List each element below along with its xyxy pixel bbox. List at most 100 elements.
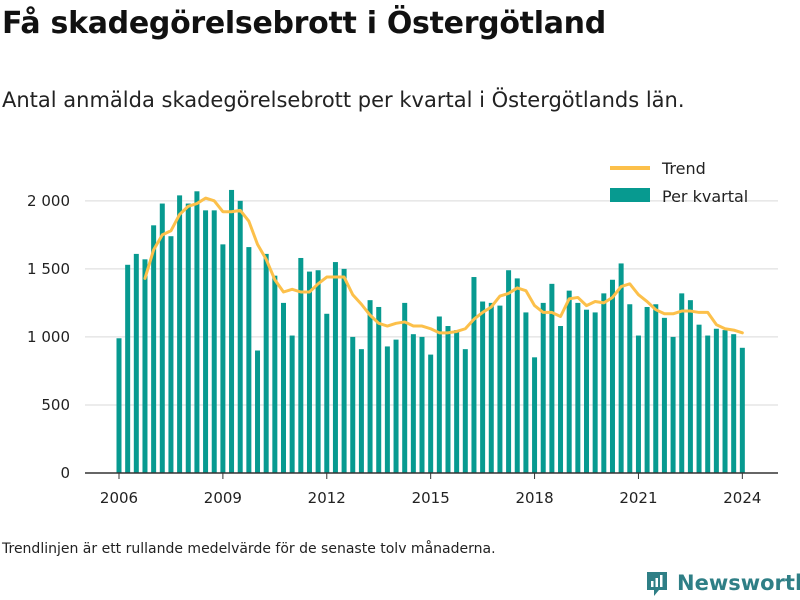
bar [592, 312, 598, 473]
bar [237, 200, 243, 473]
bar [350, 336, 356, 473]
bar [324, 313, 330, 473]
bar [229, 189, 235, 473]
bar [280, 302, 286, 473]
bar [185, 203, 191, 474]
bar [644, 306, 650, 473]
bar [298, 257, 304, 473]
bar [653, 304, 659, 473]
bar [661, 317, 667, 473]
bar [618, 263, 624, 473]
bar [133, 253, 139, 473]
bar [679, 293, 685, 473]
bar [384, 346, 390, 473]
bar-series [116, 189, 745, 474]
bar [558, 326, 564, 473]
bar [670, 336, 676, 473]
bar [306, 271, 312, 473]
bar [246, 247, 252, 473]
bar [514, 278, 520, 473]
bar [722, 330, 728, 473]
bar [177, 195, 183, 473]
bar [376, 306, 382, 473]
newsworthy-logo-icon [647, 572, 667, 596]
x-tick-label: 2024 [723, 489, 761, 507]
legend-bar-label: Per kvartal [662, 187, 748, 206]
bar [705, 335, 711, 473]
bar [367, 300, 373, 473]
bar [454, 330, 460, 473]
bar [159, 203, 165, 474]
footnote: Trendlinjen är ett rullande medelvärde f… [2, 541, 496, 557]
bar [428, 354, 434, 473]
y-tick-label: 2 000 [27, 192, 70, 210]
bar [540, 302, 546, 473]
bar [601, 293, 607, 473]
bar [696, 324, 702, 473]
bar [168, 236, 174, 473]
bar [471, 277, 477, 473]
bar [445, 326, 451, 473]
bar [488, 302, 494, 473]
bar [549, 283, 555, 473]
y-axis-ticks: 0 500 1 000 1 500 2 000 [27, 192, 70, 482]
legend-bar-swatch [610, 188, 650, 202]
newsworthy-logo[interactable]: Newsworthy [645, 569, 800, 597]
y-tick-label: 500 [41, 396, 70, 414]
bar [315, 270, 321, 473]
bar [584, 309, 590, 473]
bar [263, 253, 269, 473]
chart-subtitle: Antal anmälda skadegörelsebrott per kvar… [2, 88, 685, 112]
bar [393, 339, 399, 473]
bar [125, 264, 131, 473]
bar [609, 279, 615, 473]
x-axis-ticks: 2006 2009 2012 2015 2018 2021 2024 [100, 473, 761, 507]
y-tick-label: 0 [60, 464, 70, 482]
bar [203, 210, 209, 473]
x-tick-label: 2009 [204, 489, 242, 507]
bar [151, 225, 157, 473]
bar [436, 316, 442, 473]
bar [566, 290, 572, 473]
bar [627, 304, 633, 473]
bar [341, 268, 347, 473]
bar [462, 349, 468, 473]
y-tick-label: 1 000 [27, 328, 70, 346]
bar [713, 328, 719, 473]
x-tick-label: 2006 [100, 489, 138, 507]
x-tick-label: 2018 [515, 489, 553, 507]
brand-name: Newsworthy [677, 571, 800, 595]
bar [402, 302, 408, 473]
bar [497, 305, 503, 473]
bar [575, 302, 581, 473]
bar [116, 338, 122, 473]
bar [289, 335, 295, 473]
bar [523, 312, 529, 473]
bar [194, 191, 200, 474]
y-tick-label: 1 500 [27, 260, 70, 278]
bar [731, 334, 737, 473]
legend-trend-label: Trend [661, 159, 706, 178]
bar [532, 357, 538, 473]
trend-line [143, 196, 744, 335]
chart-svg: 0 500 1 000 1 500 2 000 2006 2009 2012 2015 2018… [27, 159, 778, 507]
legend: Trend Per kvartal [610, 159, 748, 206]
bar [410, 334, 416, 473]
bar [211, 210, 217, 473]
bar [506, 270, 512, 473]
bar [220, 244, 226, 473]
chart-title: Få skadegörelsebrott i Östergötland [2, 6, 606, 41]
bar [142, 259, 148, 473]
x-tick-label: 2012 [308, 489, 346, 507]
bar [687, 300, 693, 473]
bar [332, 262, 338, 473]
x-tick-label: 2021 [619, 489, 657, 507]
bar [272, 275, 278, 473]
bar [419, 336, 425, 473]
bar [255, 350, 261, 473]
bar [358, 349, 364, 473]
bar [635, 335, 641, 473]
bar [739, 347, 745, 473]
x-tick-label: 2015 [412, 489, 450, 507]
bar [480, 301, 486, 473]
